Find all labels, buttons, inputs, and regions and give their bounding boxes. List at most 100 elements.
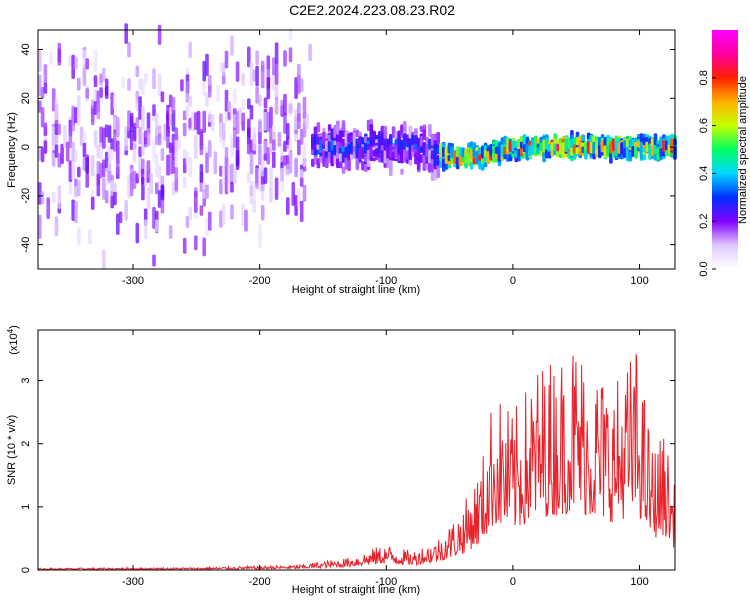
spectrogram-cell <box>230 35 234 56</box>
spectrogram-cell <box>500 137 505 147</box>
spectrogram-cell <box>241 112 245 131</box>
spectrogram-cell <box>221 203 226 226</box>
spectrogram-cell <box>352 136 357 147</box>
spectrogram-cell <box>182 237 187 254</box>
spectrogram-cell <box>152 139 156 163</box>
spectrogram-cell <box>79 126 84 146</box>
spectrogram-cell <box>578 139 583 152</box>
spectrogram-y-label: Frequency (Hz) <box>6 112 18 188</box>
spectrogram-cell <box>269 166 273 185</box>
spectrogram-cell <box>235 136 240 155</box>
spectrogram-cell <box>358 136 362 145</box>
spectrogram-cell <box>380 137 385 145</box>
spectrogram-cell <box>492 153 496 163</box>
spectrogram-cell <box>110 149 114 161</box>
spectrogram-cell <box>389 144 393 158</box>
spectrogram-cell <box>450 146 454 159</box>
spectrogram-cell <box>397 152 401 162</box>
spectrogram-cell <box>71 141 75 162</box>
spectrogram-cell <box>316 142 321 150</box>
spectrogram-cell <box>233 114 237 128</box>
spectrogram-cell <box>96 144 101 159</box>
spectrogram-cell <box>213 151 218 175</box>
spectrogram-cell <box>272 124 276 140</box>
spectrogram-cell <box>414 135 418 144</box>
colorbar-tick-label: 0.4 <box>698 166 710 181</box>
spectrogram-cell <box>135 173 140 184</box>
spectrogram-cell <box>166 128 170 149</box>
spectrogram-cell <box>90 196 95 210</box>
spectrogram-cell <box>377 145 382 154</box>
spectrogram-cell <box>143 72 148 84</box>
spectrogram-cell <box>419 125 424 132</box>
spectrogram-cell <box>135 222 140 244</box>
spectrogram-cell <box>316 122 321 133</box>
spectrogram-cell <box>104 124 109 138</box>
spectrogram-cell <box>60 143 64 165</box>
spectrogram-cell <box>102 127 106 149</box>
spectrogram-cell <box>637 141 641 148</box>
spectrogram-cell <box>51 126 56 150</box>
snr-multiplier-base: (x10 <box>8 333 20 354</box>
spectrogram-cell <box>219 62 223 73</box>
spectrogram-cell <box>609 141 613 154</box>
spectrogram-cell <box>589 141 594 154</box>
spectrogram-cell <box>662 140 666 152</box>
spectrogram-cell <box>85 157 89 175</box>
spectrogram-cell <box>68 130 73 149</box>
spectrogram-cell <box>352 150 357 159</box>
spectrogram-cell <box>155 153 159 178</box>
spectrogram-cell <box>110 196 114 209</box>
snr-x-tick-label: 100 <box>630 576 648 588</box>
spectrogram-cell <box>174 127 179 141</box>
spectrogram-cell <box>302 123 307 138</box>
spectrogram-cell <box>244 209 248 232</box>
spectrogram-cell <box>141 79 145 95</box>
spectrogram-cell <box>620 142 624 155</box>
spectrogram-cell <box>102 178 106 200</box>
spectrogram-cell <box>397 130 401 144</box>
spectrogram-cell <box>249 152 254 175</box>
spectrogram-cell <box>411 139 415 146</box>
spectrogram-cell <box>316 158 321 169</box>
spectrogram-cell <box>653 144 658 153</box>
spectrogram-cell <box>299 129 304 145</box>
spectrogram-cell <box>171 97 176 114</box>
spectrogram-cell <box>461 147 466 158</box>
colorbar-ticks: 0.0 0.2 0.4 0.6 0.8 <box>698 70 716 277</box>
spectrogram-cell <box>514 150 518 158</box>
spectrogram-cell <box>425 136 429 144</box>
spectrogram-cell <box>389 166 393 176</box>
spectrogram-cell <box>138 96 142 120</box>
spectrogram-cell <box>283 112 287 134</box>
spectrogram-cell <box>160 184 165 197</box>
spectrogram-cell <box>634 149 638 159</box>
spectrogram-cell <box>297 188 301 208</box>
snr-frame <box>37 329 676 571</box>
spectrogram-y-tick-label: 40 <box>20 43 32 55</box>
spectrogram-cell <box>68 160 73 182</box>
spectrogram-cell <box>416 159 421 171</box>
spectrogram-cell <box>177 139 181 149</box>
spectrogram-cell <box>199 145 204 156</box>
spectrogram-cell <box>71 199 75 221</box>
spectrogram-cell <box>104 167 109 186</box>
spectrogram-cell <box>160 148 165 161</box>
spectrogram-cell <box>325 140 329 152</box>
spectrogram-cell <box>572 144 577 153</box>
spectrogram-cell <box>364 164 368 173</box>
spectrogram-cell <box>313 155 318 164</box>
spectrogram-cell <box>260 184 265 202</box>
spectrogram-cell <box>634 141 638 148</box>
spectrogram-cell <box>436 131 440 145</box>
spectrogram-cell <box>247 118 251 138</box>
spectrogram-cell <box>272 57 276 76</box>
spectrogram-cell <box>664 135 669 142</box>
spectrogram-cell <box>199 128 204 151</box>
spectrogram-cell <box>294 108 298 130</box>
spectrogram-cell <box>46 197 50 219</box>
spectrogram-cell <box>316 148 321 155</box>
spectrogram-cell <box>394 147 399 157</box>
spectrogram-cell <box>110 92 114 116</box>
spectrogram-cell <box>400 149 404 159</box>
